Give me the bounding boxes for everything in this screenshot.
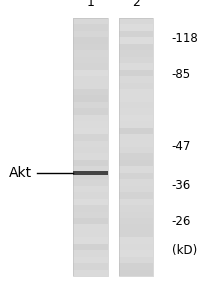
Bar	[73, 50, 108, 57]
Bar	[119, 263, 153, 270]
Bar	[119, 212, 153, 218]
Text: -118: -118	[172, 32, 199, 45]
Bar	[119, 270, 153, 276]
Bar	[119, 102, 153, 108]
Bar	[73, 108, 108, 115]
Bar	[119, 166, 153, 173]
Bar	[73, 95, 108, 102]
Bar	[119, 128, 153, 134]
Bar	[119, 218, 153, 224]
Bar	[119, 257, 153, 263]
Bar	[119, 244, 153, 250]
Bar	[119, 154, 153, 160]
Bar	[119, 89, 153, 95]
Bar	[119, 147, 153, 154]
Bar	[119, 95, 153, 102]
Bar	[119, 38, 153, 44]
Bar	[73, 141, 108, 147]
Bar	[73, 121, 108, 128]
Bar	[73, 63, 108, 70]
Bar	[119, 18, 153, 25]
Bar	[73, 18, 108, 25]
Bar	[73, 270, 108, 276]
Bar	[73, 244, 108, 250]
Bar	[73, 25, 108, 31]
Bar	[73, 218, 108, 224]
Bar	[73, 237, 108, 244]
Text: -85: -85	[172, 68, 191, 81]
Bar	[73, 224, 108, 231]
Bar	[73, 192, 108, 199]
Bar	[119, 186, 153, 192]
Bar	[73, 179, 108, 186]
Bar	[119, 160, 153, 166]
Bar	[73, 257, 108, 263]
Bar	[73, 57, 108, 63]
Bar	[73, 231, 108, 237]
Text: (kD): (kD)	[172, 244, 197, 257]
Text: -36: -36	[172, 179, 191, 192]
Bar	[73, 18, 108, 276]
Bar	[73, 263, 108, 270]
Bar	[73, 147, 108, 154]
Bar	[119, 50, 153, 57]
Bar	[73, 31, 108, 38]
Bar	[119, 63, 153, 70]
Bar	[119, 44, 153, 50]
Bar	[119, 108, 153, 115]
Bar	[73, 160, 108, 166]
Bar	[73, 250, 108, 257]
Bar	[119, 25, 153, 31]
Bar	[119, 231, 153, 237]
Bar	[119, 121, 153, 128]
Bar	[73, 171, 108, 175]
Bar	[73, 134, 108, 141]
Bar	[119, 192, 153, 199]
Bar	[119, 115, 153, 121]
Bar	[119, 31, 153, 38]
Bar	[73, 154, 108, 160]
Text: Akt: Akt	[9, 166, 32, 180]
Bar	[119, 250, 153, 257]
Bar	[73, 70, 108, 76]
Bar	[119, 18, 153, 276]
Text: -26: -26	[172, 215, 191, 228]
Bar	[73, 186, 108, 192]
Bar	[73, 212, 108, 218]
Bar	[119, 224, 153, 231]
Bar	[73, 102, 108, 108]
Bar	[119, 205, 153, 212]
Bar	[73, 128, 108, 134]
Bar	[73, 44, 108, 50]
Bar	[119, 57, 153, 63]
Bar	[73, 76, 108, 83]
Text: -47: -47	[172, 140, 191, 154]
Bar	[73, 205, 108, 212]
Bar	[73, 89, 108, 95]
Bar	[119, 82, 153, 89]
Bar	[119, 173, 153, 179]
Bar	[73, 173, 108, 179]
Text: 2: 2	[132, 0, 140, 9]
Bar	[73, 199, 108, 205]
Bar	[119, 199, 153, 205]
Bar	[73, 82, 108, 89]
Bar	[119, 76, 153, 83]
Bar	[119, 141, 153, 147]
Bar	[73, 115, 108, 121]
Bar	[73, 166, 108, 173]
Bar	[119, 134, 153, 141]
Text: 1: 1	[87, 0, 95, 9]
Bar	[119, 70, 153, 76]
Bar	[119, 179, 153, 186]
Bar	[73, 38, 108, 44]
Bar	[119, 237, 153, 244]
